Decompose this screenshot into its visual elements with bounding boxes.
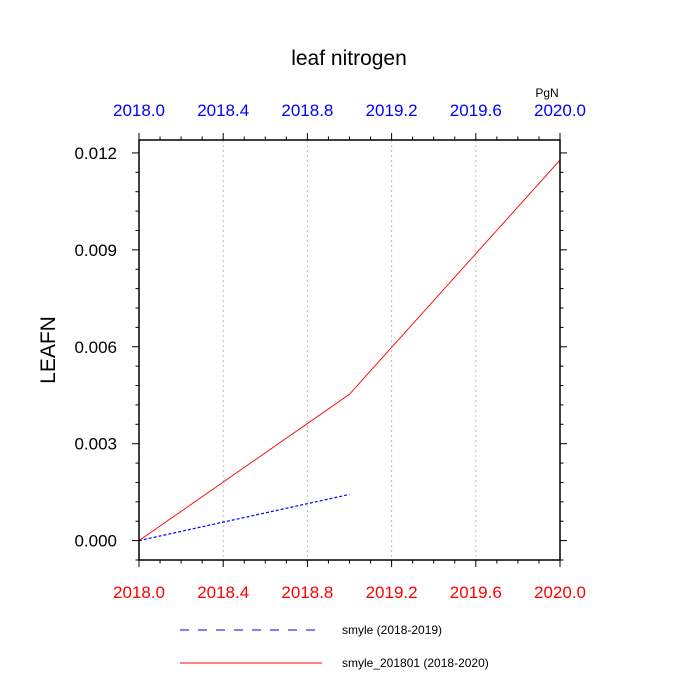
y-axis-label: LEAFN: [37, 316, 60, 384]
y-tick-label: 0.012: [74, 144, 117, 163]
x-tick-label-top: 2018.0: [113, 101, 165, 120]
x-tick-label-bottom: 2018.8: [281, 583, 333, 602]
y-tick-label: 0.003: [74, 435, 117, 454]
y-tick-label: 0.006: [74, 338, 117, 357]
series-line-1: [138, 493, 350, 542]
units-label: PgN: [535, 86, 558, 100]
x-tick-label-bottom: 2020.0: [534, 583, 586, 602]
tick-labels: 2018.0 2018.0 2018.4 2018.4 2018.8 2018.8 2019…: [74, 101, 586, 602]
x-tick-label-top: 2018.4: [197, 101, 249, 120]
x-tick-label-bottom: 2018.0: [113, 583, 165, 602]
y-tick-label: 0.009: [74, 241, 117, 260]
x-tick-label-top: 2018.8: [281, 101, 333, 120]
x-tick-label-bottom: 2018.4: [197, 583, 249, 602]
series-line-2: [138, 159, 561, 541]
series-layer: [138, 159, 561, 542]
legend-label-2: smyle_201801 (2018-2020): [342, 656, 489, 670]
legend: smyle (2018-2019) smyle_201801 (2018-2020…: [180, 623, 489, 670]
grid-lines: [222, 140, 477, 560]
chart-title: leaf nitrogen: [291, 47, 407, 70]
y-tick-label: 0.000: [74, 532, 117, 551]
legend-label-1: smyle (2018-2019): [342, 623, 442, 637]
tick-marks: [132, 133, 567, 567]
x-tick-label-top: 2019.2: [366, 101, 418, 120]
x-tick-label-top: 2019.6: [450, 101, 502, 120]
x-tick-label-bottom: 2019.2: [366, 583, 418, 602]
x-tick-label-bottom: 2019.6: [450, 583, 502, 602]
x-tick-label-top: 2020.0: [534, 101, 586, 120]
